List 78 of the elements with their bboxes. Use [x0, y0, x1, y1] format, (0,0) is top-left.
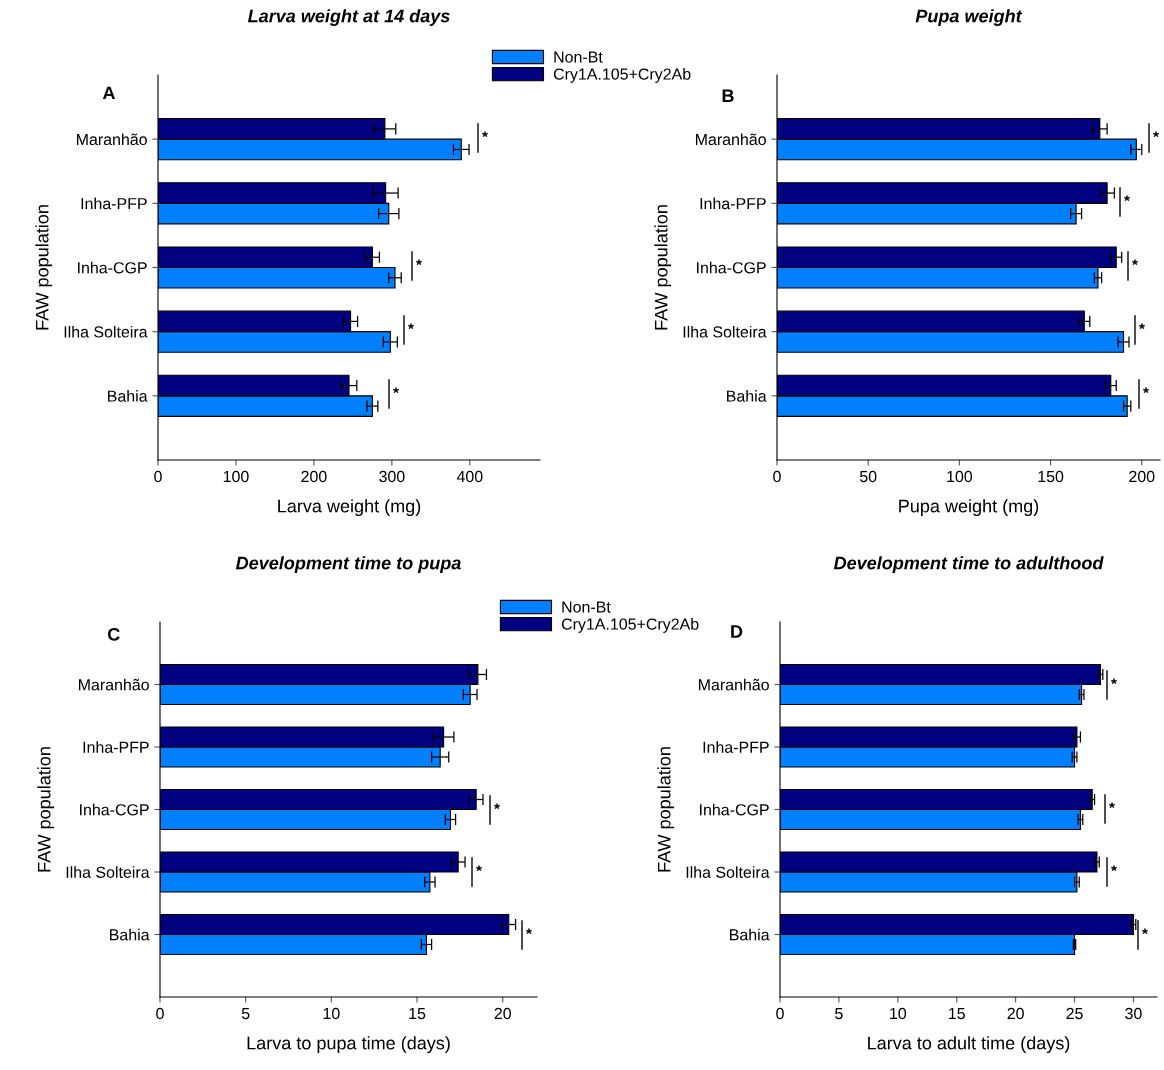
y-tick-label: Inha-PFP: [700, 197, 766, 210]
y-tick-label: Inha-PFP: [703, 741, 769, 753]
x-tick-label: 10: [323, 1007, 340, 1020]
x-tick-label: 100: [947, 470, 973, 483]
y-tick-label: Bahia: [727, 390, 767, 402]
y-tick-label: Maranhão: [695, 133, 766, 146]
x-tick-label: 10: [890, 1007, 907, 1020]
y-axis-title: FAW population: [37, 747, 55, 872]
legend-label: Cry1A.105+Cry2Ab: [561, 618, 699, 633]
y-tick-label: Inha-CGP: [700, 803, 769, 816]
text: B: [722, 89, 734, 102]
annotation: *: [476, 865, 482, 872]
x-tick-label: 5: [835, 1008, 843, 1020]
y-tick-label: Inha-PFP: [83, 741, 149, 753]
x-tick-label: 30: [1125, 1007, 1142, 1020]
x-tick-label: 200: [301, 470, 327, 483]
text: C: [107, 627, 120, 641]
x-tick-label: 20: [494, 1007, 511, 1020]
x-tick-label: 0: [156, 1007, 164, 1020]
y-tick-label: Maranhão: [698, 678, 769, 691]
y-tick-label: Ilha Solteira: [686, 866, 770, 878]
legend-label: Non-Bt: [554, 51, 603, 63]
y-tick-label: Inha-CGP: [78, 261, 147, 274]
x-tick-label: 50: [859, 470, 877, 483]
x-tick-label: 0: [776, 1007, 784, 1020]
annotation: *: [1143, 387, 1149, 394]
y-tick-label: Bahia: [730, 928, 770, 941]
y-tick-label: Maranhão: [76, 133, 147, 146]
text: A: [102, 86, 116, 100]
chart-title: Pupa weight: [915, 9, 1023, 26]
annotation: *: [494, 803, 500, 810]
chart-title: Development time to adulthood: [833, 556, 1104, 573]
annotation: *: [482, 131, 488, 138]
x-tick-label: 15: [409, 1008, 426, 1020]
x-tick-label: 400: [456, 470, 483, 483]
y-tick-label: Inha-PFP: [81, 197, 147, 210]
x-axis-title: Pupa weight (mg): [899, 499, 1039, 517]
x-tick-label: 5: [241, 1008, 250, 1020]
annotation: *: [1132, 259, 1138, 266]
annotation: *: [416, 259, 422, 266]
y-tick-label: Maranhão: [78, 678, 149, 691]
annotation: *: [1109, 802, 1115, 809]
x-tick-label: 25: [1066, 1007, 1083, 1020]
x-axis-title: Larva to pupa time (days): [247, 1036, 450, 1054]
annotation: *: [526, 928, 532, 935]
y-tick-label: Ilha Solteira: [64, 325, 148, 338]
chart-title: Development time to pupa: [235, 556, 461, 573]
annotation: *: [1142, 928, 1148, 935]
y-tick-label: Ilha Solteira: [66, 866, 150, 878]
legend-label: Non-Bt: [562, 601, 611, 613]
y-axis-title: FAW population: [657, 747, 675, 872]
y-tick-label: Inha-CGP: [80, 803, 149, 816]
y-tick-label: Ilha Solteira: [683, 325, 767, 338]
legend-label: Cry1A.105+Cry2Ab: [553, 68, 691, 83]
y-tick-label: Bahia: [110, 928, 150, 941]
x-tick-label: 0: [773, 470, 781, 483]
x-tick-label: 0: [154, 470, 162, 483]
x-tick-label: 300: [379, 470, 405, 483]
y-axis-title: FAW population: [35, 205, 53, 330]
annotation: *: [1139, 323, 1145, 330]
annotation: *: [1124, 195, 1130, 202]
x-axis-title: Larva weight (mg): [278, 499, 421, 517]
annotation: *: [1111, 678, 1117, 685]
annotation: *: [408, 323, 414, 330]
y-tick-label: Inha-CGP: [697, 261, 766, 274]
annotation: *: [393, 387, 399, 394]
x-tick-label: 200: [1129, 470, 1155, 483]
annotation: *: [1153, 131, 1159, 138]
x-tick-label: 150: [1038, 470, 1064, 483]
y-axis-title: FAW population: [654, 205, 672, 330]
annotation: *: [1111, 865, 1117, 872]
y-tick-label: Bahia: [108, 390, 148, 402]
chart-title: Larva weight at 14 days: [247, 9, 450, 26]
x-tick-label: 20: [1007, 1007, 1024, 1020]
x-axis-title: Larva to adult time (days): [868, 1036, 1070, 1054]
x-tick-label: 100: [223, 470, 249, 483]
x-tick-label: 15: [949, 1008, 965, 1020]
text: D: [731, 625, 743, 638]
